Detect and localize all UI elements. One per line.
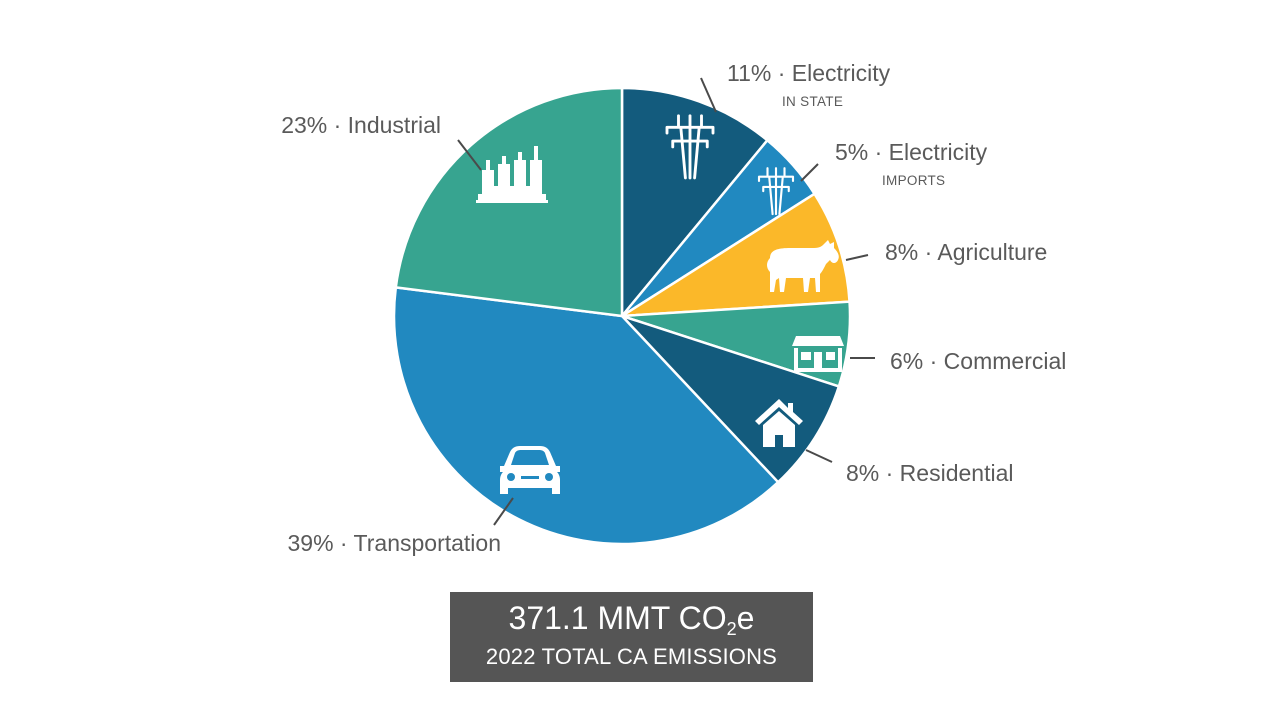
house-icon [755,399,803,447]
pie-slices [392,86,852,546]
leader-line [700,77,717,113]
factory-icon [476,146,548,203]
pie-slice-transportation [392,286,780,546]
leader-line [805,449,833,463]
leader-line [493,497,514,526]
total-emissions-value: 371.1 MMT CO2e [508,600,755,639]
pie-slice-agriculture [621,192,851,318]
slice-label: 23% · Industrial [281,112,441,138]
pie-labels: 11% · Electricity IN STATE 5% · Electricit… [281,60,1066,556]
power-tower-icon [757,167,795,216]
total-emissions-caption: 2022 TOTAL CA EMISSIONS [485,644,778,669]
total-emissions-box: 371.1 MMT CO2e 2022 TOTAL CA EMISSIONS [450,592,813,682]
pie-icons [476,114,844,494]
pie-slice-electricity-in-state [620,86,770,320]
leader-line [457,139,482,171]
slice-label: 5% · Electricity [835,139,988,165]
storefront-icon [792,336,844,372]
slice-label: 11% · Electricity [727,60,891,86]
slice-label: 8% · Residential [846,460,1013,486]
cow-icon [767,240,839,292]
leader-line [845,254,869,261]
slice-sub-label: IMPORTS [882,173,945,188]
power-tower-icon [665,114,715,180]
slice-label: 8% · Agriculture [885,239,1047,265]
slice-label: 39% · Transportation [287,530,501,556]
car-icon [500,446,560,494]
slice-sub-label: IN STATE [782,94,843,109]
slice-label: 6% · Commercial [890,348,1066,374]
leader-line [800,163,819,182]
